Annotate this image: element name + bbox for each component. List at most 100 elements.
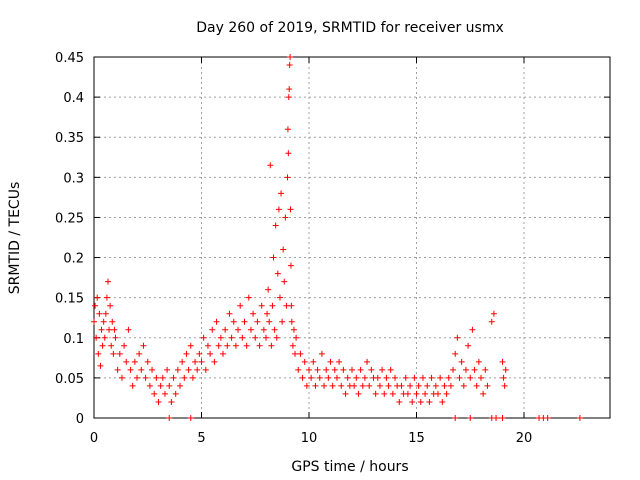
data-point <box>111 326 118 333</box>
data-point <box>402 374 409 381</box>
data-point <box>381 390 388 397</box>
data-point <box>285 94 292 101</box>
data-point <box>336 358 343 365</box>
data-point <box>260 326 267 333</box>
data-point <box>471 366 478 373</box>
data-point <box>102 310 109 317</box>
data-point <box>469 326 476 333</box>
data-point <box>544 415 551 421</box>
data-point <box>281 278 288 285</box>
data-point <box>103 294 110 301</box>
data-point <box>398 382 405 389</box>
data-point <box>460 382 467 389</box>
data-point <box>293 334 300 341</box>
data-point <box>215 342 222 349</box>
data-point <box>161 390 168 397</box>
data-point <box>166 382 173 389</box>
data-point <box>200 334 207 341</box>
data-point <box>95 350 102 357</box>
data-point <box>372 390 379 397</box>
data-point <box>217 334 224 341</box>
data-point <box>288 302 295 309</box>
data-point <box>224 342 231 349</box>
data-point <box>241 318 248 325</box>
data-point <box>392 374 398 381</box>
data-point <box>232 342 239 349</box>
data-point <box>452 350 459 357</box>
data-point <box>396 398 403 405</box>
axis-ticks: 0 0.05 0.1 0.15 0.2 0.25 0.3 0.35 0.4 0.45 0 5 10 15 2… <box>55 51 610 446</box>
data-point <box>387 366 394 373</box>
data-point <box>138 366 145 373</box>
x-tick-label: 10 <box>301 431 318 446</box>
data-point <box>285 150 292 157</box>
data-point <box>443 390 450 397</box>
data-point <box>465 342 472 349</box>
data-point <box>355 390 362 397</box>
data-point <box>323 366 330 373</box>
data-point <box>428 374 435 381</box>
y-tick-label: 0.4 <box>63 91 84 106</box>
data-point <box>502 366 509 373</box>
data-point <box>213 318 220 325</box>
data-point <box>490 310 497 317</box>
data-point <box>142 374 149 381</box>
data-point <box>207 350 214 357</box>
data-point <box>484 382 491 389</box>
data-point <box>312 382 319 389</box>
data-point <box>125 326 132 333</box>
data-point <box>325 374 332 381</box>
data-point <box>264 310 271 317</box>
data-point <box>385 382 392 389</box>
data-point <box>374 374 381 381</box>
data-point <box>407 382 414 389</box>
data-point <box>361 374 368 381</box>
data-point <box>376 382 383 389</box>
y-tick-label: 0.05 <box>55 372 84 387</box>
grid <box>94 57 610 418</box>
data-point <box>164 366 171 373</box>
data-point <box>379 366 386 373</box>
data-point <box>409 398 416 405</box>
data-point <box>458 358 465 365</box>
data-point <box>131 358 138 365</box>
x-tick-label: 15 <box>408 431 425 446</box>
data-point <box>121 342 128 349</box>
data-point <box>364 358 371 365</box>
data-point <box>303 382 310 389</box>
data-point <box>499 415 506 421</box>
data-point <box>239 334 246 341</box>
data-point <box>109 318 116 325</box>
data-point <box>222 326 229 333</box>
data-point <box>301 358 308 365</box>
data-point <box>437 374 444 381</box>
data-point <box>426 398 433 405</box>
data-point <box>99 342 106 349</box>
data-point <box>269 302 276 309</box>
data-point <box>297 350 304 357</box>
data-point <box>104 278 111 285</box>
data-point <box>174 366 181 373</box>
data-point <box>179 358 186 365</box>
data-point <box>252 334 259 341</box>
data-point <box>366 382 373 389</box>
x-tick-label: 5 <box>197 431 205 446</box>
data-point <box>149 366 156 373</box>
data-point <box>97 362 104 369</box>
data-point <box>209 326 216 333</box>
data-point <box>286 86 293 93</box>
data-point <box>282 214 289 221</box>
data-point <box>192 358 199 365</box>
data-point <box>321 382 328 389</box>
data-point <box>144 358 151 365</box>
data-point <box>276 294 283 301</box>
data-point <box>389 390 396 397</box>
data-point <box>383 374 390 381</box>
data-point <box>441 382 448 389</box>
data-point <box>500 374 507 381</box>
data-point <box>107 302 114 309</box>
data-point <box>129 382 136 389</box>
y-tick-label: 0.1 <box>63 332 84 347</box>
data-point <box>278 190 285 197</box>
